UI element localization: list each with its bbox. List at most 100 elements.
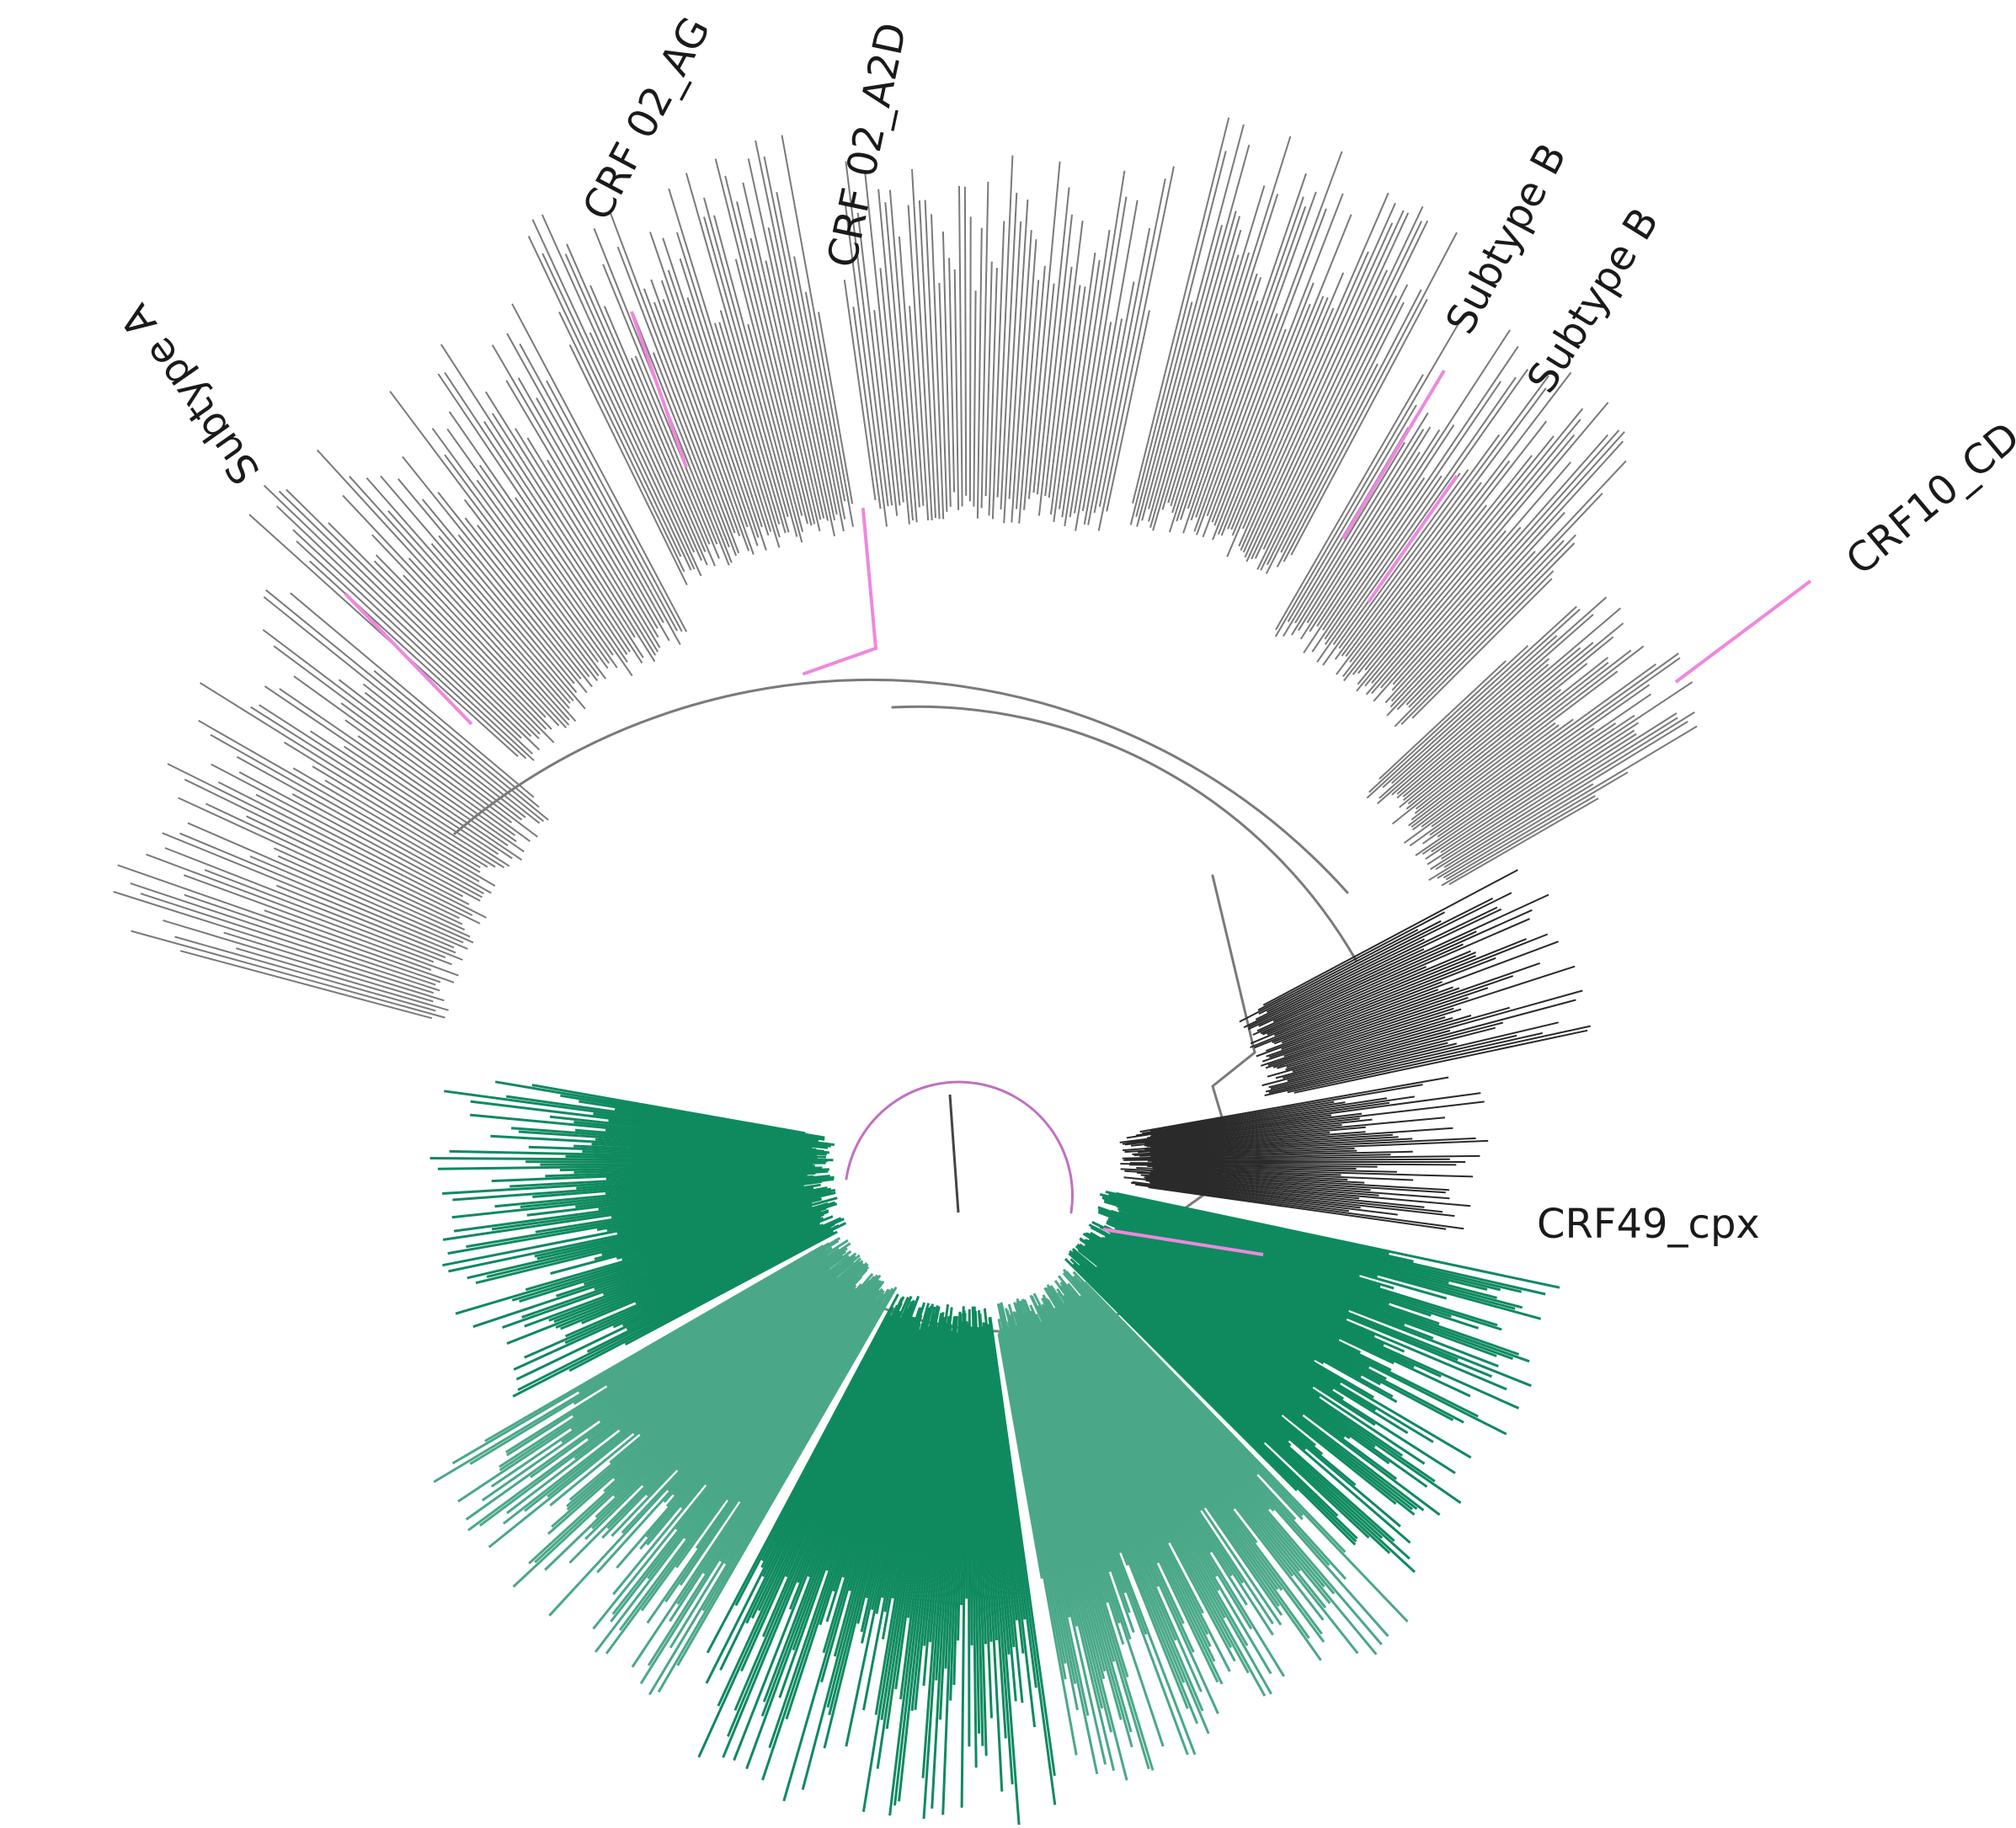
tree-branch <box>1147 1158 1450 1162</box>
tree-branch <box>290 592 535 798</box>
tree-branch <box>1428 721 1688 882</box>
tree-branch <box>1291 412 1429 636</box>
tree-branch <box>899 1315 951 1700</box>
tree-branch <box>714 158 808 525</box>
tree-branch <box>768 1319 916 1749</box>
tree-branch <box>520 1175 830 1208</box>
tree-branch <box>991 221 1005 520</box>
label-subtype-b-1: Subtype B <box>1437 136 1576 341</box>
tree-branch <box>408 557 567 728</box>
tree-branch <box>1149 1084 1423 1133</box>
tree-branch <box>236 755 484 895</box>
tree-branch <box>963 186 968 496</box>
tree-branch <box>1122 1101 1485 1145</box>
tree-branch <box>463 498 600 677</box>
tree-branch <box>649 232 759 546</box>
tree-branch <box>438 535 586 710</box>
tree-branch <box>997 1334 1043 1580</box>
tree-branch <box>1265 1021 1559 1093</box>
tree-branch <box>603 306 716 567</box>
tree-branch <box>1254 938 1527 1049</box>
tree-branch <box>506 333 681 645</box>
tree-branch <box>451 1175 829 1219</box>
tree-branch <box>1415 693 1652 856</box>
tree-branch <box>1342 460 1511 678</box>
tree-branch <box>174 935 436 1012</box>
tree-branch <box>1036 187 1070 495</box>
tree-branch <box>826 1305 933 1708</box>
tree-branch <box>885 1303 950 1729</box>
tree-branch <box>1334 434 1501 660</box>
tree-branch <box>1366 605 1577 799</box>
tree-branch <box>1048 220 1084 498</box>
tree-branch <box>1441 733 1637 860</box>
tree-branch <box>1338 469 1469 649</box>
backbone-arc-inner <box>891 705 1357 962</box>
tree-branch <box>312 765 481 869</box>
tree-branch <box>747 323 804 532</box>
tree-branch <box>1193 191 1317 532</box>
tree-branch <box>1043 1304 1236 1662</box>
tree-branch <box>1357 408 1584 685</box>
tree-branch <box>1427 729 1635 866</box>
tree-branch <box>519 343 678 632</box>
tree-branch <box>491 1166 823 1183</box>
tree-branch <box>548 1285 856 1617</box>
tree-branch <box>550 1202 813 1275</box>
tree-branch <box>873 310 899 516</box>
tree-branch <box>1435 717 1678 871</box>
tree-branch <box>249 855 468 950</box>
tree-branch <box>584 1283 845 1540</box>
tree-branch <box>1074 196 1128 514</box>
tree-branch <box>1089 1272 1416 1574</box>
tree-branch <box>1247 908 1502 1031</box>
tree-branch <box>1144 1117 1445 1147</box>
tree-branch <box>985 1335 1018 1621</box>
tree-branch <box>573 1164 815 1174</box>
tree-branch <box>273 847 471 938</box>
tree-branch <box>342 494 560 727</box>
tree-branch <box>1126 1097 1388 1139</box>
tree-branch <box>1149 1182 1361 1209</box>
tree-branch <box>703 197 798 537</box>
tree-branch <box>472 1209 822 1329</box>
tree-branch <box>1247 906 1498 1028</box>
tree-branch <box>1287 404 1417 622</box>
tree-branch <box>1371 402 1609 684</box>
tree-branch <box>724 175 813 526</box>
tree-branch <box>1130 1202 1497 1299</box>
tree-branch <box>279 688 509 847</box>
tree-branch <box>517 1233 827 1392</box>
tree-branch <box>1190 196 1304 521</box>
tree-branch <box>1004 1333 1090 1716</box>
tree-branch <box>844 203 888 527</box>
tree-branch <box>1255 892 1512 1021</box>
tree-branch <box>1106 310 1150 512</box>
tree-branch <box>591 1143 814 1156</box>
tree-branch <box>375 554 547 730</box>
tree-branch <box>1124 1117 1360 1146</box>
tree-branch <box>564 253 703 562</box>
tree-branch <box>1405 540 1565 706</box>
tree-branch <box>545 1165 810 1178</box>
tree-branch <box>211 763 464 898</box>
tree-branch <box>1146 1092 1481 1139</box>
tree-branch <box>263 596 545 823</box>
tree-branch <box>1293 1029 1588 1094</box>
tree-branch <box>594 1214 812 1291</box>
tree-branch <box>761 1307 921 1781</box>
tree-branch <box>734 258 803 516</box>
tree-branch <box>762 1317 911 1703</box>
tree-branch <box>948 258 956 493</box>
tree-branch <box>1149 1174 1371 1191</box>
tree-branch <box>856 1331 930 1624</box>
tree-branch <box>1180 276 1262 520</box>
tree-branch <box>1386 460 1627 717</box>
tree-branch <box>1032 283 1055 493</box>
tree-branch <box>1376 614 1594 805</box>
tree-branch <box>1144 1127 1453 1151</box>
tree-branch <box>745 1322 911 1770</box>
tree-branch <box>1151 1095 1415 1137</box>
tree-branch <box>1407 636 1614 805</box>
